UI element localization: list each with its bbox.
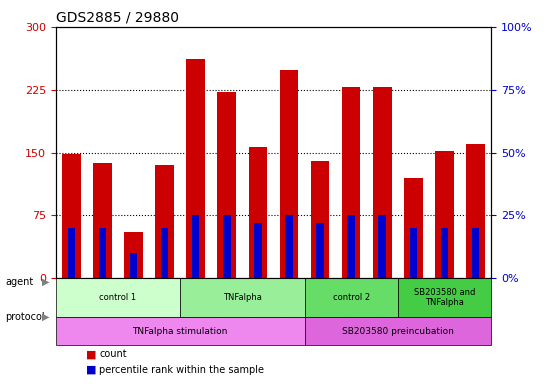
Text: count: count [99, 349, 127, 359]
Bar [186, 59, 205, 278]
Bar [254, 223, 262, 278]
Bar [280, 70, 299, 278]
Text: GSM189816: GSM189816 [435, 283, 444, 329]
Text: GSM189814: GSM189814 [405, 283, 413, 329]
Bar [441, 228, 448, 278]
Bar [410, 228, 417, 278]
Text: percentile rank within the sample: percentile rank within the sample [99, 365, 264, 375]
Text: GSM189808: GSM189808 [218, 283, 227, 329]
FancyBboxPatch shape [305, 278, 398, 318]
FancyBboxPatch shape [56, 318, 305, 345]
Bar [124, 232, 143, 278]
Text: GSM189815: GSM189815 [311, 283, 320, 329]
Bar [348, 215, 355, 278]
Bar [311, 161, 329, 278]
Text: GSM189806: GSM189806 [187, 283, 196, 329]
Bar [93, 162, 112, 278]
Bar [130, 253, 137, 278]
Bar [192, 215, 199, 278]
FancyBboxPatch shape [398, 278, 491, 318]
Bar [223, 215, 230, 278]
Text: SB203580 and
TNFalpha: SB203580 and TNFalpha [413, 288, 475, 308]
Bar [435, 151, 454, 278]
Bar [62, 154, 81, 278]
Text: ▶: ▶ [42, 312, 49, 322]
Bar [472, 228, 479, 278]
Bar [378, 215, 386, 278]
Bar [285, 215, 293, 278]
Text: control 1: control 1 [99, 293, 137, 302]
Bar [99, 228, 106, 278]
Text: protocol: protocol [6, 312, 45, 322]
Bar [155, 165, 174, 278]
Bar [404, 178, 422, 278]
Text: GSM189812: GSM189812 [280, 283, 289, 329]
Text: ▶: ▶ [42, 277, 49, 287]
Bar [342, 87, 360, 278]
Text: GSM189818: GSM189818 [466, 283, 475, 329]
Text: TNFalpha stimulation: TNFalpha stimulation [132, 327, 228, 336]
Text: GSM189810: GSM189810 [249, 283, 258, 329]
FancyBboxPatch shape [180, 278, 305, 318]
Text: agent: agent [6, 277, 34, 287]
Text: control 2: control 2 [333, 293, 370, 302]
Text: GSM189813: GSM189813 [156, 283, 165, 329]
Text: GDS2885 / 29880: GDS2885 / 29880 [56, 10, 179, 24]
Bar [218, 92, 236, 278]
Text: TNFalpha: TNFalpha [223, 293, 262, 302]
Text: GSM189807: GSM189807 [62, 283, 71, 329]
Bar [68, 228, 75, 278]
Text: ■: ■ [86, 349, 97, 359]
Bar [248, 147, 267, 278]
Text: GSM189817: GSM189817 [342, 283, 351, 329]
Text: GSM189819: GSM189819 [373, 283, 382, 329]
Bar [316, 223, 324, 278]
Bar [466, 144, 485, 278]
Text: SB203580 preincubation: SB203580 preincubation [342, 327, 454, 336]
FancyBboxPatch shape [305, 318, 491, 345]
FancyBboxPatch shape [56, 278, 180, 318]
Text: GSM189811: GSM189811 [124, 283, 133, 329]
Text: ■: ■ [86, 365, 97, 375]
Bar [161, 228, 169, 278]
Text: GSM189809: GSM189809 [93, 283, 103, 329]
Bar [373, 87, 392, 278]
